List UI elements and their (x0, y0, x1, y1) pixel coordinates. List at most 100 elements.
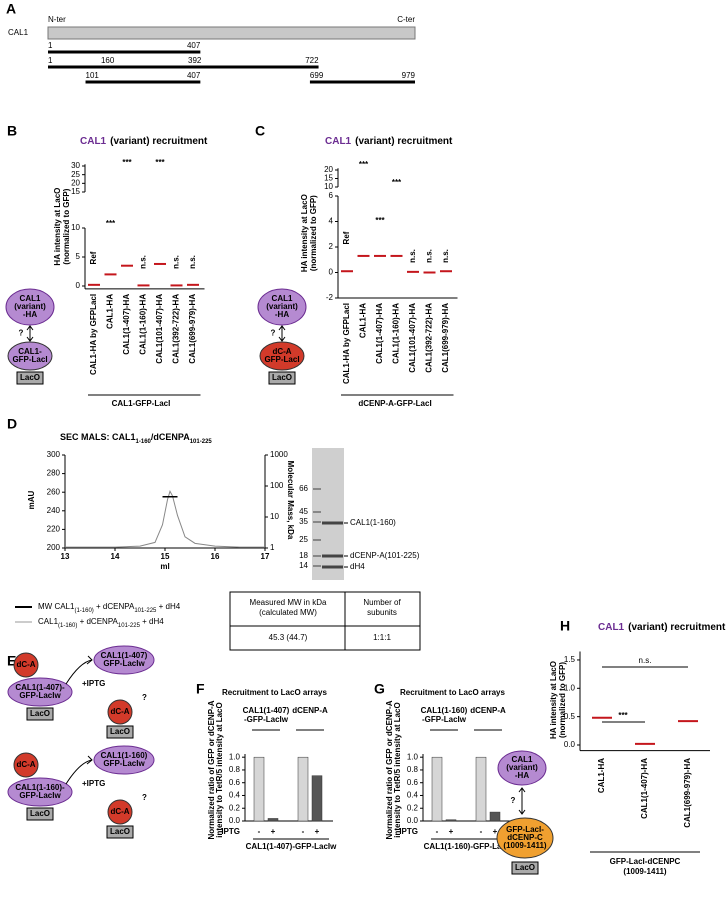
y2-tick-label: 10 (270, 512, 279, 521)
cartoon-top-label: -HA (515, 771, 529, 780)
marker-label: 66 (299, 484, 308, 493)
fragment-start: 101 (86, 71, 100, 80)
x-tick-label: 14 (111, 552, 120, 561)
fragment-start: 1 (48, 56, 53, 65)
fragment-mark: 392 (188, 56, 202, 65)
y-tick-label: -2 (326, 293, 334, 302)
y-axis-label: HA intensity at LacO (549, 661, 558, 739)
bar (267, 818, 279, 822)
panel-title: Recruitment to LacO arrays (400, 688, 505, 697)
cartoon-top-label: (variant) (14, 302, 46, 311)
x-tick-label: CAL1(392-722)-HA (172, 294, 181, 364)
annotation: n.s. (425, 249, 434, 263)
tether-label: CAL1(1-160)- (15, 783, 65, 792)
treatment-label: +IPTG (82, 679, 105, 688)
y-tick-label: 0 (76, 281, 81, 290)
release-arrow (65, 755, 93, 785)
condition-label: + (271, 827, 276, 836)
arrow-head (518, 787, 526, 815)
title-rest: (variant) recruitment (355, 136, 453, 147)
laco-label: LacO (110, 827, 130, 836)
condition-label: - (258, 827, 261, 836)
cartoon-bottom-label: (1009-1411) (503, 841, 546, 850)
cartoon-bottom-label: CAL1- (18, 347, 42, 356)
arrow-head (26, 325, 34, 342)
y-tick-label: 0.4 (229, 791, 241, 800)
fragment-start: 1 (48, 41, 53, 50)
y-tick-label: 0.6 (407, 778, 419, 787)
panel-letter: E (7, 653, 16, 669)
y-axis-label: (normalized to GFP) (309, 195, 318, 271)
y-axis-label: intensity to TetR/5 intensity at LacO (215, 702, 224, 837)
group-label: dCENP-A (292, 706, 328, 715)
cartoon-bottom-label: dC-A (272, 347, 291, 356)
table-header: Measured MW in kDa (250, 598, 327, 607)
legend-part: + dH4 (156, 602, 180, 611)
legend-part: (1-160) (58, 623, 77, 629)
panel-letter: C (255, 123, 265, 139)
annotation: n.s. (188, 255, 197, 269)
n-ter: N-ter (48, 15, 66, 24)
dca-label: dC-A (16, 760, 35, 769)
x-axis-label: IPTG (221, 827, 240, 836)
annotation: Ref (89, 251, 98, 264)
y-tick-label: 280 (47, 469, 61, 478)
x-tick-label: CAL1(1-160)-HA (392, 303, 401, 364)
y-tick-label: 0.4 (407, 791, 419, 800)
y-tick-label: 15 (71, 187, 80, 196)
legend-label: MW CAL1(1-160) + dCENPA101-225 + dH4 (38, 602, 181, 613)
title-part: 101-225 (190, 439, 213, 445)
panel-title: CAL1 (variant) recruitment (598, 622, 726, 633)
group-label: -GFP-LacIw (422, 715, 467, 724)
tether-label: GFP-LacIw (19, 691, 61, 700)
laco-box (26, 807, 54, 821)
y-tick-label: 1.5 (564, 655, 576, 664)
released-label: CAL1(1-407) (101, 651, 148, 660)
table-header: subunits (367, 608, 397, 617)
release-arrow (65, 655, 93, 685)
x-tick-label: CAL1(1-407)-HA (122, 294, 131, 355)
group-label: CAL1(1-160) (421, 706, 468, 715)
x-group-label: GFP-LacI-dCENPC (610, 857, 681, 866)
y-tick-label: 10 (324, 182, 333, 191)
y-axis-label: mAU (27, 490, 36, 509)
y-tick-label: 220 (47, 525, 61, 534)
marker-band (313, 488, 321, 490)
title-rest: (variant) recruitment (110, 136, 208, 147)
condition-label: + (449, 827, 454, 836)
question: ? (19, 329, 24, 338)
x-axis-label: ml (160, 562, 169, 571)
bar (431, 756, 443, 822)
cartoon-top (5, 288, 55, 326)
legend-part: + dCENPA (77, 617, 118, 626)
y-tick-label: 0.2 (229, 803, 241, 812)
chromatogram (65, 489, 265, 548)
laco-label: LacO (272, 373, 292, 382)
x-tick-label: 17 (261, 552, 270, 561)
x-tick-label: CAL1(392-722)-HA (425, 303, 434, 373)
marker-label: 25 (299, 535, 308, 544)
laco-label: LacO (30, 809, 50, 818)
y-tick-label: 0.6 (229, 778, 241, 787)
question: ? (271, 329, 276, 338)
gel-band (322, 554, 343, 558)
y-tick-label: 0.0 (564, 740, 576, 749)
bar (475, 756, 487, 822)
legend-part: (1-160) (74, 608, 93, 614)
y-tick-label: 0.2 (407, 803, 419, 812)
y-tick-label: 2 (329, 242, 334, 251)
cartoon-top-label: CAL1 (272, 294, 293, 303)
annotation: n.s. (139, 255, 148, 269)
panel-title: Recruitment to LacO arrays (222, 688, 327, 697)
protein-label: CAL1 (8, 28, 29, 37)
group-label: dCENP-A (470, 706, 506, 715)
dca-label: dC-A (110, 807, 129, 816)
cartoon-bottom-label: GFP-LacI (12, 355, 47, 364)
dca (13, 652, 39, 678)
table-cell: 1:1:1 (373, 633, 391, 642)
legend-part: 101-225 (134, 608, 157, 614)
laco-box (16, 371, 44, 385)
y-axis-label: (normalized to GFP) (558, 662, 567, 738)
panel-letter: B (7, 123, 17, 139)
y-tick-label: 20 (71, 178, 80, 187)
